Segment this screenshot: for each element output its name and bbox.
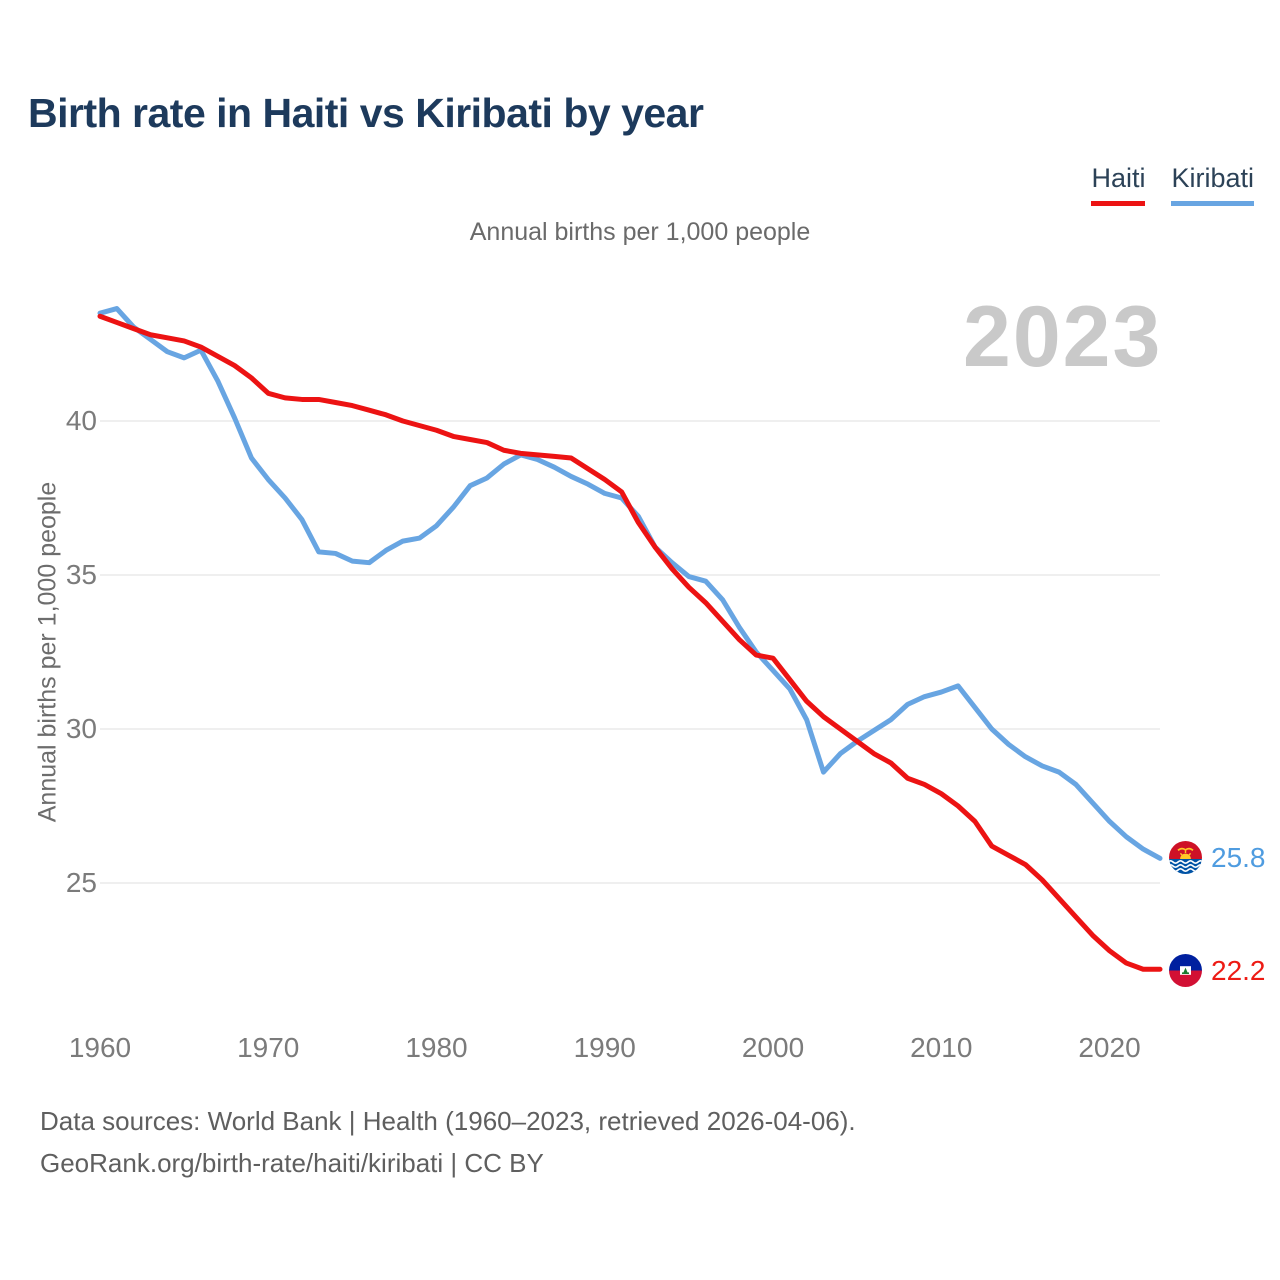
x-tick-label: 2000 xyxy=(741,1032,805,1063)
line-haiti xyxy=(97,313,1163,972)
end-label-haiti: 22.2 xyxy=(1169,954,1266,987)
end-value-haiti: 22.2 xyxy=(1211,954,1266,986)
footer-link[interactable]: GeoRank.org/birth-rate/haiti/kiribati | … xyxy=(40,1148,544,1178)
legend-item-kiribati[interactable]: Kiribati xyxy=(1171,163,1254,206)
legend-item-haiti[interactable]: Haiti xyxy=(1091,163,1146,206)
y-tick-label: 35 xyxy=(65,559,97,590)
end-label-kiribati: 25.8 xyxy=(1169,841,1266,874)
y-tick-label: 30 xyxy=(65,713,97,744)
x-tick-label: 1990 xyxy=(573,1032,636,1063)
x-tick-label: 1980 xyxy=(405,1032,468,1063)
y-tick-label: 25 xyxy=(65,867,97,898)
x-tick-label: 2020 xyxy=(1078,1032,1141,1063)
haiti-flag-icon xyxy=(1169,954,1202,987)
line-kiribati xyxy=(97,306,1163,861)
kiribati-flag-icon xyxy=(1169,841,1202,874)
legend: Haiti Kiribati xyxy=(1091,163,1254,206)
year-watermark: 2023 xyxy=(963,289,1163,385)
end-value-kiribati: 25.8 xyxy=(1211,841,1266,873)
x-tick-label: 1970 xyxy=(237,1032,300,1063)
chart-subtitle: Annual births per 1,000 people xyxy=(469,218,811,246)
y-axis-title: Annual births per 1,000 people xyxy=(33,481,62,823)
y-tick-label: 40 xyxy=(65,405,97,436)
x-tick-label: 1960 xyxy=(68,1032,132,1063)
footer: Data sources: World Bank | Health (1960–… xyxy=(40,1100,856,1184)
x-tick-label: 2010 xyxy=(910,1032,973,1063)
page-title: Birth rate in Haiti vs Kiribati by year xyxy=(28,90,704,136)
footer-sources: Data sources: World Bank | Health (1960–… xyxy=(40,1106,856,1136)
